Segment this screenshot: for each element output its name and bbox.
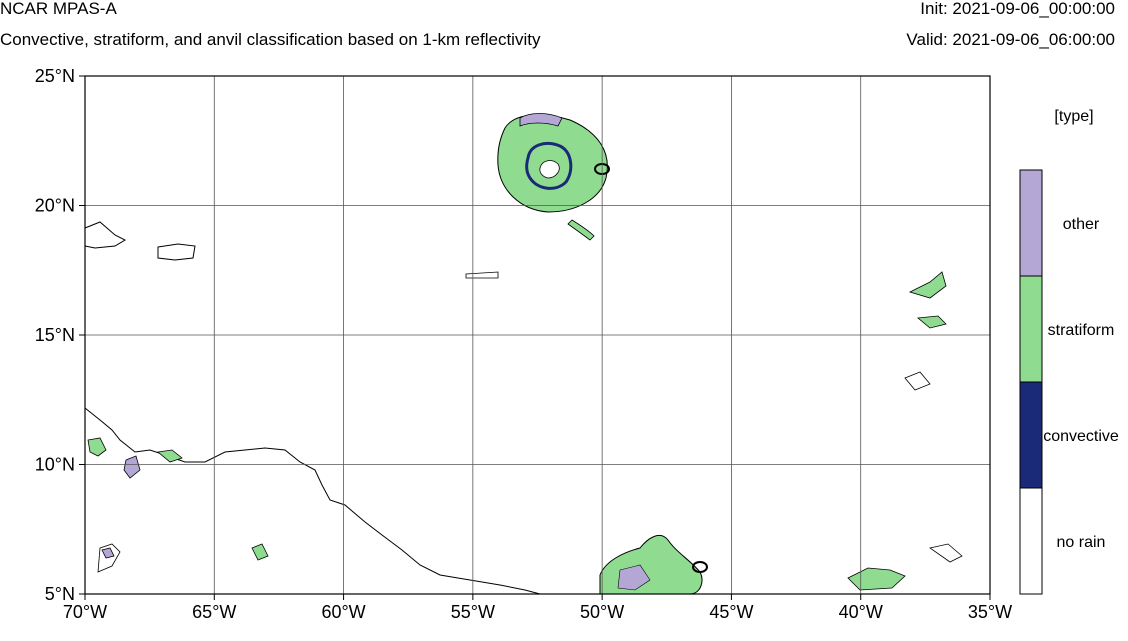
legend-label-convective: convective xyxy=(1043,428,1119,445)
lat-tick-label: 10°N xyxy=(35,455,75,475)
coastline-island xyxy=(84,221,127,249)
legend-label-no-rain: no rain xyxy=(1057,534,1106,551)
legend-swatch-no-rain xyxy=(1019,487,1043,595)
coastline xyxy=(84,407,541,595)
legend-label-stratiform: stratiform xyxy=(1048,322,1115,339)
lon-tick-label: 40°W xyxy=(839,602,883,622)
lon-tick-label: 55°W xyxy=(451,602,495,622)
coastline-island xyxy=(157,243,196,261)
legend: [type] other stratiform convective no rain xyxy=(1019,108,1119,595)
lon-tick-label: 50°W xyxy=(580,602,624,622)
legend-swatch-convective xyxy=(1019,381,1043,489)
legend-title: [type] xyxy=(1054,108,1093,125)
lon-tick-label: 35°W xyxy=(968,602,1012,622)
lon-tick-label: 45°W xyxy=(709,602,753,622)
lon-tick-label: 70°W xyxy=(63,602,107,622)
scattered-precip-cells xyxy=(87,271,963,591)
lat-tick-label: 5°N xyxy=(45,584,75,604)
legend-swatch-stratiform xyxy=(1019,275,1043,383)
init-time: Init: 2021-09-06_00:00:00 xyxy=(920,0,1115,18)
plot-description: Convective, stratiform, and anvil classi… xyxy=(0,30,541,49)
lon-tick-label: 65°W xyxy=(192,602,236,622)
legend-label-other: other xyxy=(1063,216,1100,233)
legend-swatch-other xyxy=(1019,169,1043,277)
lon-tick-label: 60°W xyxy=(321,602,365,622)
model-title: NCAR MPAS-A xyxy=(0,0,117,18)
lat-tick-label: 20°N xyxy=(35,196,75,216)
south-precip-cluster xyxy=(599,535,708,595)
lat-tick-label: 25°N xyxy=(35,66,75,86)
valid-time: Valid: 2021-09-06_06:00:00 xyxy=(906,30,1115,49)
lat-tick-label: 15°N xyxy=(35,325,75,345)
